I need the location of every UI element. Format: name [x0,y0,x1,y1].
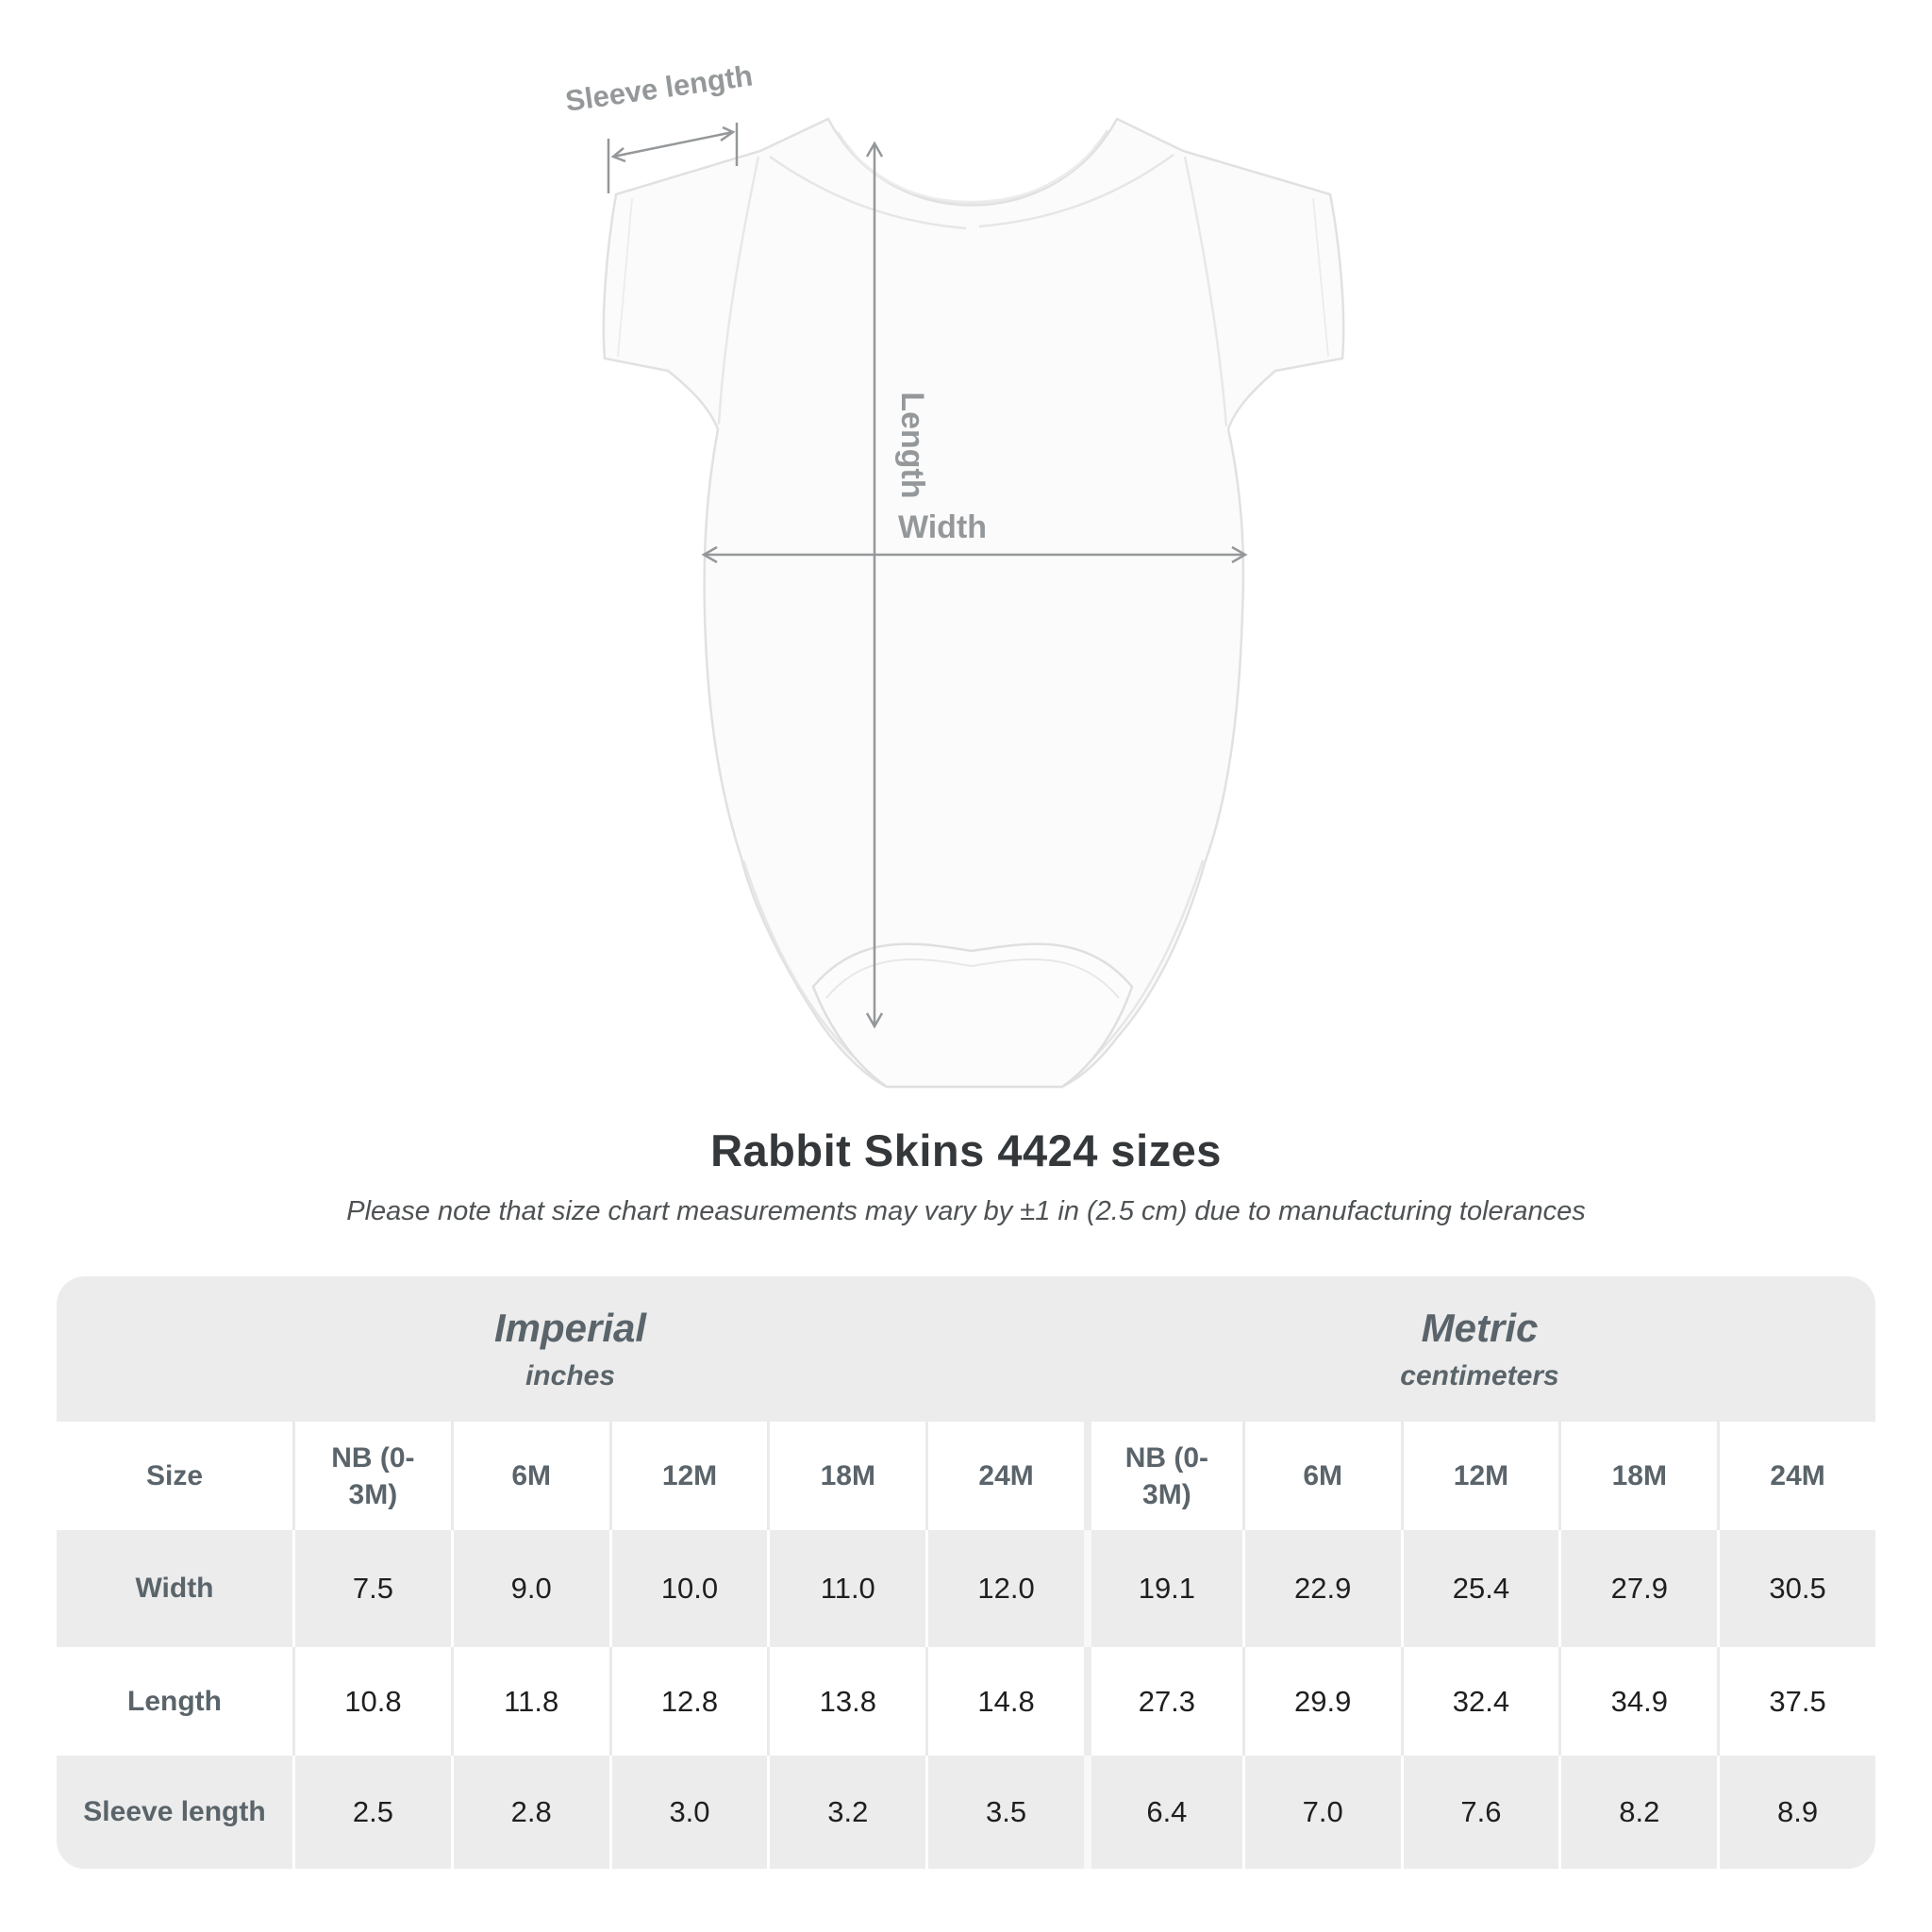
column-header-row: Size NB (0-3M) 6M 12M 18M 24M NB (0-3M) … [57,1422,1875,1530]
page-title: Rabbit Skins 4424 sizes [710,1125,1222,1175]
table-cell: 10.0 [608,1530,768,1647]
imperial-unit-label: inches [525,1360,616,1391]
column-header-imperial-24m: 24M [925,1422,1084,1530]
size-table: Imperial inches Metric centimeters Size … [57,1276,1875,1869]
size-table-container: Imperial inches Metric centimeters Size … [57,1276,1875,1869]
column-header-imperial-6m: 6M [450,1422,609,1530]
table-row-length: Length 10.8 11.8 12.8 13.8 14.8 27.3 29.… [57,1647,1875,1756]
table-cell: 11.0 [767,1530,926,1647]
table-cell: 14.8 [925,1647,1084,1756]
column-header-imperial-18m: 18M [767,1422,926,1530]
onesie-measurement-diagram: Length Width Sleeve length [563,58,1345,1089]
table-cell: 22.9 [1241,1530,1401,1647]
table-cell: 7.5 [292,1530,451,1647]
width-label: Width [898,509,987,545]
metric-group-header: Metric centimeters [1083,1276,1875,1422]
column-header-metric-nb: NB (0-3M) [1083,1422,1242,1530]
table-cell: 3.5 [925,1756,1084,1869]
table-cell: 3.2 [767,1756,926,1869]
unit-group-header-row: Imperial inches Metric centimeters [57,1276,1875,1422]
onesie-body-shape [602,117,1345,1089]
imperial-label: Imperial [493,1306,647,1350]
length-arrow [865,141,884,1029]
row-label-length: Length [57,1647,292,1756]
table-cell: 2.8 [450,1756,609,1869]
table-cell: 25.4 [1400,1530,1559,1647]
table-cell: 12.0 [925,1530,1084,1647]
table-cell: 6.4 [1083,1756,1242,1869]
table-cell: 27.9 [1558,1530,1718,1647]
metric-unit-label: centimeters [1400,1360,1559,1391]
column-header-metric-12m: 12M [1400,1422,1559,1530]
column-header-metric-6m: 6M [1241,1422,1401,1530]
table-cell: 8.2 [1558,1756,1718,1869]
column-header-imperial-nb: NB (0-3M) [292,1422,451,1530]
table-cell: 32.4 [1400,1647,1559,1756]
table-cell: 11.8 [450,1647,609,1756]
metric-label: Metric [1421,1306,1539,1350]
table-cell: 12.8 [608,1647,768,1756]
length-label: Length [894,391,930,498]
row-label-width: Width [57,1530,292,1647]
table-cell: 10.8 [292,1647,451,1756]
table-cell: 30.5 [1717,1530,1875,1647]
table-cell: 34.9 [1558,1647,1718,1756]
sleeve-length-label: Sleeve length [563,58,755,117]
table-cell: 7.0 [1241,1756,1401,1869]
table-cell: 2.5 [292,1756,451,1869]
column-header-metric-18m: 18M [1558,1422,1718,1530]
column-header-imperial-12m: 12M [608,1422,768,1530]
table-cell: 9.0 [450,1530,609,1647]
table-row-width: Width 7.5 9.0 10.0 11.0 12.0 19.1 22.9 2… [57,1530,1875,1647]
table-cell: 8.9 [1717,1756,1875,1869]
table-cell: 19.1 [1083,1530,1242,1647]
sleeve-length-arrow [607,123,739,193]
table-row-sleeve-length: Sleeve length 2.5 2.8 3.0 3.2 3.5 6.4 7.… [57,1756,1875,1869]
table-cell: 3.0 [608,1756,768,1869]
onesie-illustration: Length Width Sleeve length [563,58,1345,1089]
column-header-metric-24m: 24M [1717,1422,1875,1530]
tolerance-note: Please note that size chart measurements… [346,1196,1586,1226]
table-cell: 7.6 [1400,1756,1559,1869]
table-cell: 29.9 [1241,1647,1401,1756]
width-arrow [701,545,1248,564]
imperial-group-header: Imperial inches [57,1276,1084,1422]
table-cell: 37.5 [1717,1647,1875,1756]
row-label-sleeve-length: Sleeve length [57,1756,292,1869]
table-cell: 27.3 [1083,1647,1242,1756]
table-cell: 13.8 [767,1647,926,1756]
size-column-header: Size [57,1422,292,1530]
